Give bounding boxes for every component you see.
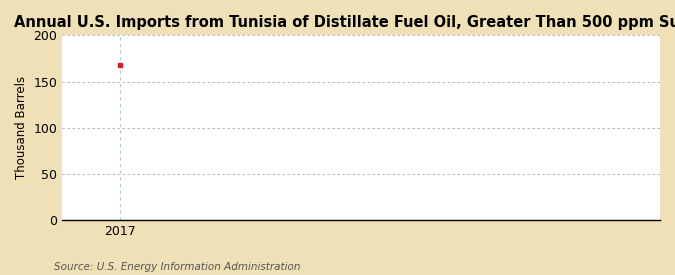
Title: Annual U.S. Imports from Tunisia of Distillate Fuel Oil, Greater Than 500 ppm Su: Annual U.S. Imports from Tunisia of Dist… (14, 15, 675, 30)
Text: Source: U.S. Energy Information Administration: Source: U.S. Energy Information Administ… (54, 262, 300, 272)
Y-axis label: Thousand Barrels: Thousand Barrels (15, 76, 28, 179)
